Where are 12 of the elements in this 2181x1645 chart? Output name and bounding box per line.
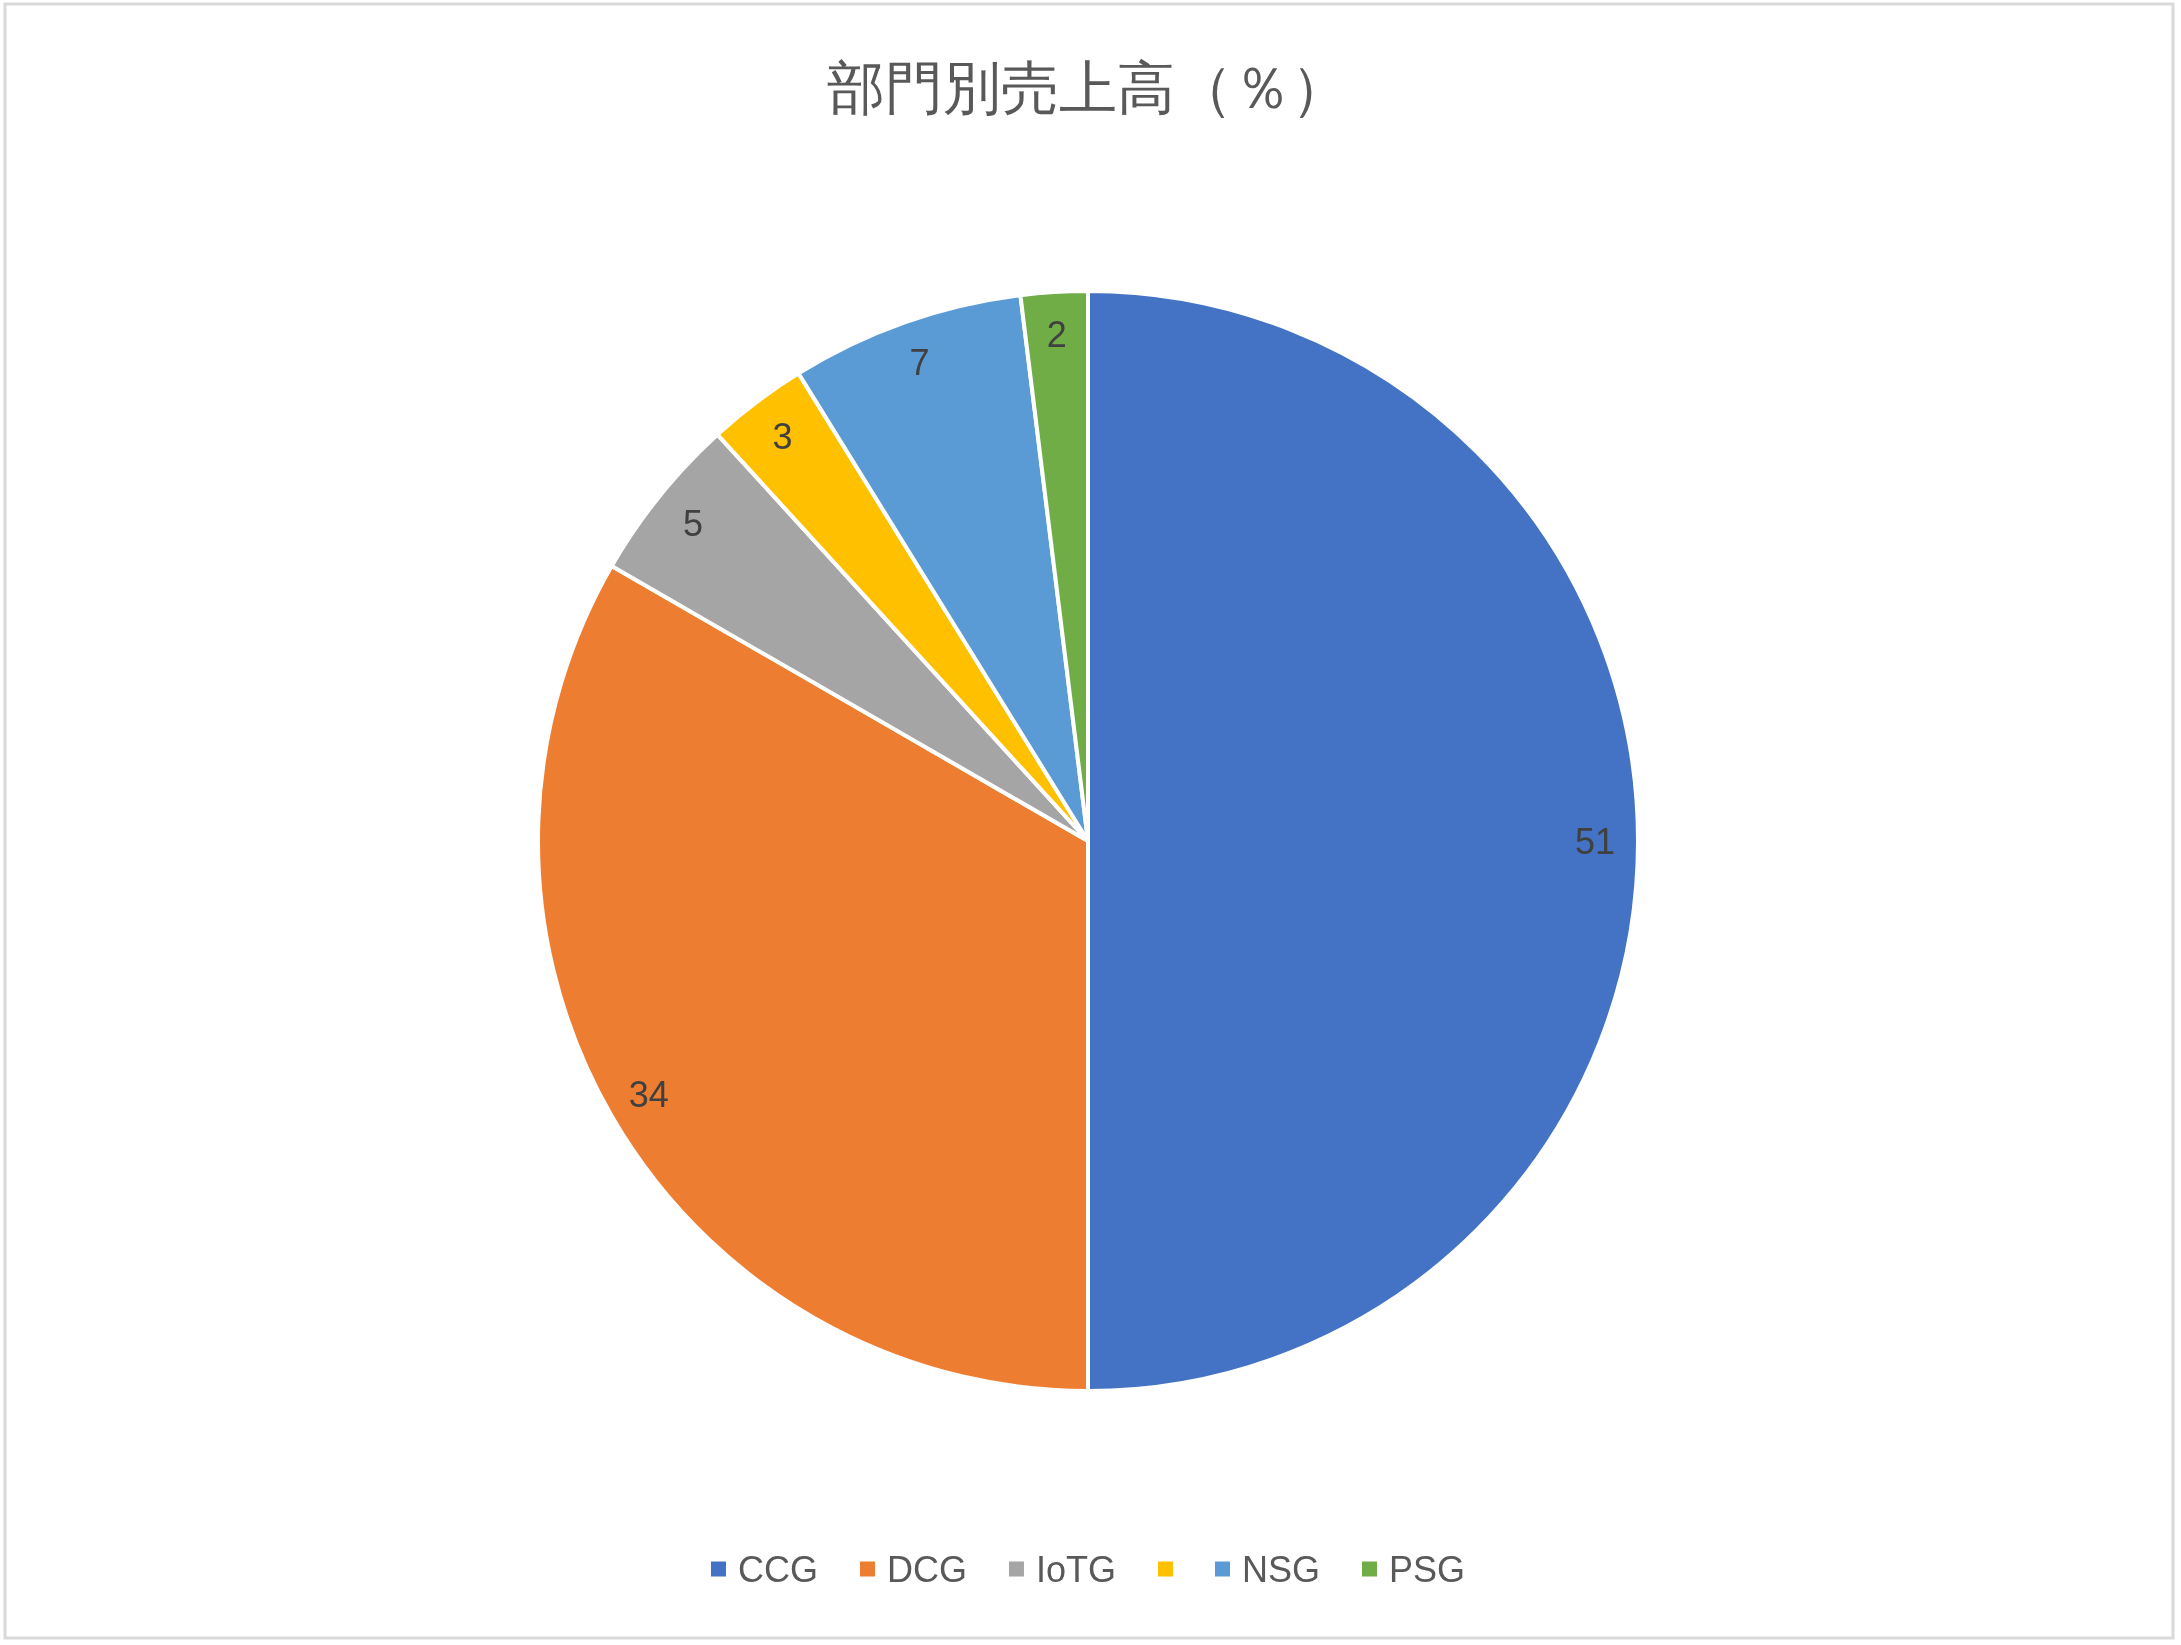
legend-label: CCG	[737, 1548, 818, 1590]
legend-label: PSG	[1389, 1548, 1466, 1590]
legend-label: DCG	[886, 1548, 967, 1590]
data-label: 34	[628, 1074, 669, 1116]
data-label: 7	[909, 342, 930, 384]
data-label: 51	[1575, 820, 1616, 862]
chart-title: 部門別売上高（％）	[827, 55, 1349, 121]
data-label: 2	[1046, 314, 1067, 356]
data-label: 3	[772, 415, 793, 457]
legend-label: NSG	[1241, 1548, 1320, 1590]
data-label: 5	[682, 502, 703, 544]
legend-label: IoTG	[1035, 1548, 1116, 1590]
